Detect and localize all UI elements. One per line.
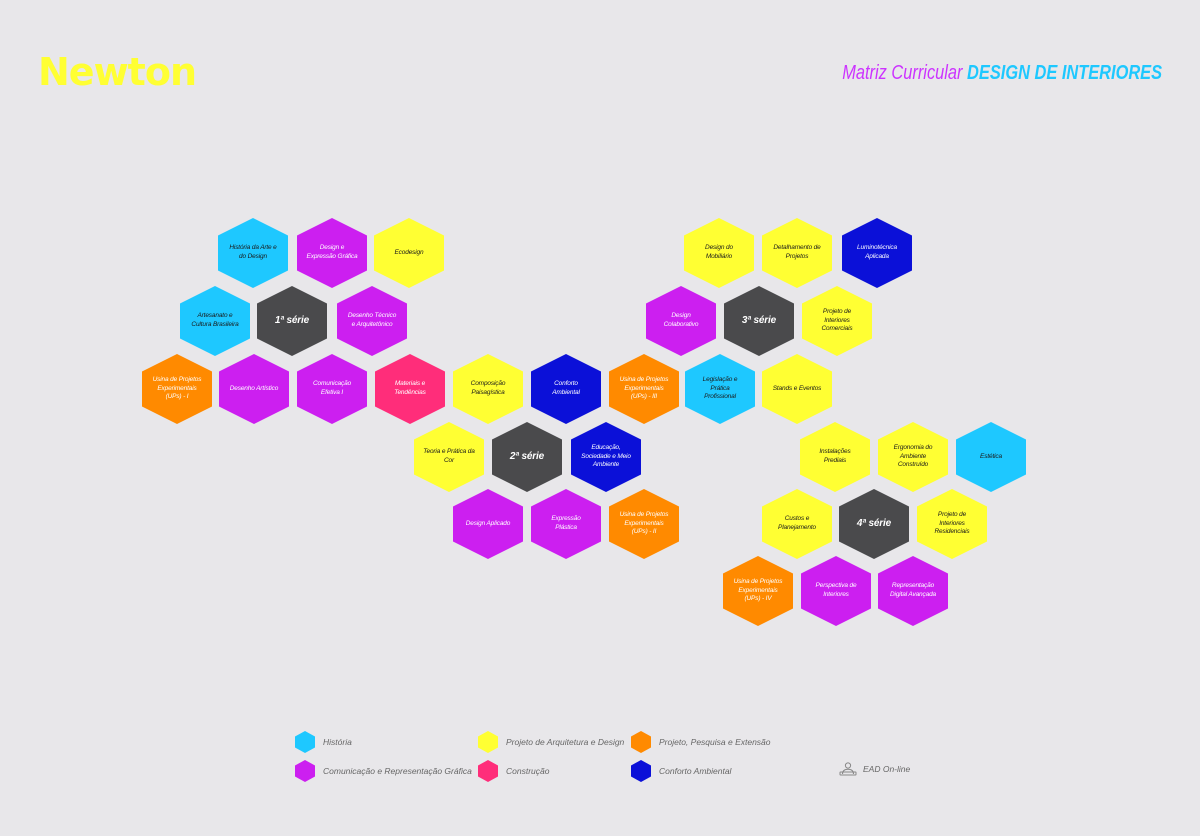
hex-label: Perspectiva de Interiores <box>815 582 857 598</box>
course-hex-educacao-sociedade-e-meio-ambiente: Educação, Sociedade e Meio Ambiente <box>571 422 641 492</box>
serie-hex-2-serie: 2ª série <box>492 422 562 492</box>
legend-item-pesquisa: Projeto, Pesquisa e Extensão <box>631 731 771 753</box>
course-hex-historia-da-arte-e-do-design: História da Arte e do Design <box>218 218 288 288</box>
course-hex-luminotecnica-aplicada: Luminotécnica Aplicada <box>842 218 912 288</box>
newton-logo: Newton <box>38 50 197 94</box>
course-hex-desenho-artistico: Desenho Artístico <box>219 354 289 424</box>
course-hex-instalacoes-prediais: Instalações Prediais <box>800 422 870 492</box>
legend-swatch-pesquisa <box>631 731 651 753</box>
hex-label: 1ª série <box>274 315 310 327</box>
legend-item-ead: EAD On-line <box>839 762 910 776</box>
serie-hex-3-serie: 3ª série <box>724 286 794 356</box>
legend-swatch-construcao <box>478 760 498 782</box>
hex-label: Design e Expressão Gráfica <box>306 244 358 260</box>
hex-label: Desenho Técnico e Arquitetônico <box>347 312 397 328</box>
hex-label: Representação Digital Avançada <box>889 582 937 598</box>
page-title: Matriz Curricular DESIGN DE INTERIORES <box>842 62 1162 85</box>
hex-label: Conforto Ambiental <box>552 380 580 396</box>
course-hex-expressao-plastica: Expressão Plástica <box>531 489 601 559</box>
hex-label: Detalhamento de Projetos <box>773 244 821 260</box>
legend-label: EAD On-line <box>863 764 911 774</box>
hex-label: 2ª série <box>509 451 545 463</box>
course-hex-custos-e-planejamento: Custos e Planejamento <box>762 489 832 559</box>
legend-swatch-conforto <box>631 760 651 782</box>
hex-label: Ecodesign <box>394 248 424 256</box>
legend-item-conforto: Conforto Ambiental <box>631 760 731 782</box>
course-hex-teoria-e-pratica-da-cor: Teoria e Prática da Cor <box>414 422 484 492</box>
hex-label: Design do Mobiliário <box>705 244 733 260</box>
hex-label: Desenho Artístico <box>229 384 279 392</box>
legend-swatch-comunicacao <box>295 760 315 782</box>
hex-label: Projeto de Interiores Residenciais <box>934 511 970 536</box>
course-hex-design-colaborativo: Design Colaborativo <box>646 286 716 356</box>
course-hex-conforto-ambiental: Conforto Ambiental <box>531 354 601 424</box>
serie-hex-4-serie: 4ª série <box>839 489 909 559</box>
course-hex-usina-de-projetos-experimentais-ups-ii: Usina de Projetos Experimentais (UPs) - … <box>609 489 679 559</box>
hex-label: 3ª série <box>741 315 777 327</box>
hex-label: Usina de Projetos Experimentais (UPs) - … <box>619 511 669 536</box>
hex-label: Educação, Sociedade e Meio Ambiente <box>581 444 631 469</box>
course-hex-legislacao-e-pratica-profissional: Legislação e Prática Profissional <box>685 354 755 424</box>
course-hex-projeto-de-interiores-residenciais: Projeto de Interiores Residenciais <box>917 489 987 559</box>
hex-label: 4ª série <box>856 518 892 530</box>
legend-item-arquitetura: Projeto de Arquitetura e Design <box>478 731 624 753</box>
course-hex-stands-e-eventos: Stands e Eventos <box>762 354 832 424</box>
course-hex-ergonomia-do-ambiente-construido: Ergonomia do Ambiente Construído <box>878 422 948 492</box>
title-prefix: Matriz Curricular <box>842 62 963 84</box>
hex-label: Instalações Prediais <box>819 448 851 464</box>
course-hex-detalhamento-de-projetos: Detalhamento de Projetos <box>762 218 832 288</box>
legend-label: Construção <box>506 766 550 776</box>
course-hex-projeto-de-interiores-comerciais: Projeto de Interiores Comerciais <box>802 286 872 356</box>
hex-label: Design Aplicado <box>465 519 511 527</box>
hex-label: Artesanato e Cultura Brasileira <box>191 312 239 328</box>
course-hex-artesanato-e-cultura-brasileira: Artesanato e Cultura Brasileira <box>180 286 250 356</box>
legend-label: Projeto de Arquitetura e Design <box>506 737 625 747</box>
course-hex-desenho-tecnico-e-arquitetonico: Desenho Técnico e Arquitetônico <box>337 286 407 356</box>
course-hex-usina-de-projetos-experimentais-ups-iii: Usina de Projetos Experimentais (UPs) - … <box>609 354 679 424</box>
hex-label: Design Colaborativo <box>663 312 699 328</box>
hex-label: Projeto de Interiores Comerciais <box>821 308 853 333</box>
course-hex-comunicacao-efetiva-i: Comunicação Efetiva I <box>297 354 367 424</box>
course-hex-estetica: Estética <box>956 422 1026 492</box>
legend-label: História <box>323 737 352 747</box>
course-hex-usina-de-projetos-experimentais-ups-i: Usina de Projetos Experimentais (UPs) - … <box>142 354 212 424</box>
hex-label: Ergonomia do Ambiente Construído <box>893 444 933 469</box>
hex-label: Estética <box>980 452 1002 460</box>
course-hex-composicao-paisagistica: Composição Paisagística <box>453 354 523 424</box>
hex-label: Teoria e Prática da Cor <box>423 448 475 464</box>
hex-label: História da Arte e do Design <box>229 244 277 260</box>
legend-item-historia: História <box>295 731 352 753</box>
legend-item-comunicacao: Comunicação e Representação Gráfica <box>295 760 472 782</box>
legend-swatch-arquitetura <box>478 731 498 753</box>
course-hex-perspectiva-de-interiores: Perspectiva de Interiores <box>801 556 871 626</box>
title-main: DESIGN DE INTERIORES <box>966 62 1162 84</box>
course-hex-ecodesign: Ecodesign <box>374 218 444 288</box>
hex-label: Comunicação Efetiva I <box>312 380 352 396</box>
course-hex-usina-de-projetos-experimentais-ups-iv: Usina de Projetos Experimentais (UPs) - … <box>723 556 793 626</box>
hex-label: Expressão Plástica <box>551 515 581 531</box>
legend-item-construcao: Construção <box>478 760 549 782</box>
legend-label: Conforto Ambiental <box>659 766 732 776</box>
course-hex-design-do-mobiliario: Design do Mobiliário <box>684 218 754 288</box>
hex-label: Stands e Eventos <box>772 384 822 392</box>
legend-label: Projeto, Pesquisa e Extensão <box>659 737 771 747</box>
course-hex-representacao-digital-avancada: Representação Digital Avançada <box>878 556 948 626</box>
serie-hex-1-serie: 1ª série <box>257 286 327 356</box>
legend-swatch-historia <box>295 731 315 753</box>
course-hex-design-e-expressao-grafica: Design e Expressão Gráfica <box>297 218 367 288</box>
hex-label: Luminotécnica Aplicada <box>857 244 897 260</box>
hex-label: Usina de Projetos Experimentais (UPs) - … <box>619 376 669 401</box>
hex-label: Usina de Projetos Experimentais (UPs) - … <box>733 578 783 603</box>
course-hex-materiais-e-tendencias: Materiais e Tendências <box>375 354 445 424</box>
hex-label: Materiais e Tendências <box>394 380 426 396</box>
hex-label: Composição Paisagística <box>470 380 506 396</box>
hex-label: Custos e Planejamento <box>778 515 816 531</box>
course-hex-design-aplicado: Design Aplicado <box>453 489 523 559</box>
hex-label: Usina de Projetos Experimentais (UPs) - … <box>152 376 202 401</box>
hex-label: Legislação e Prática Profissional <box>702 376 738 401</box>
legend-label: Comunicação e Representação Gráfica <box>323 766 472 776</box>
computer-user-icon <box>839 762 857 776</box>
